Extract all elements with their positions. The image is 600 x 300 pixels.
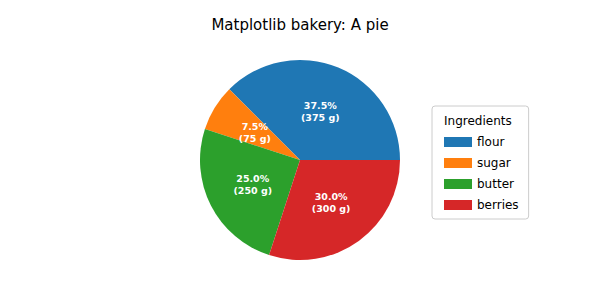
svg-text:butter: butter [477,177,514,191]
svg-text:(75 g): (75 g) [239,133,271,144]
svg-text:flour: flour [477,135,505,149]
svg-text:Matplotlib bakery: A pie: Matplotlib bakery: A pie [211,16,388,34]
svg-text:(375 g): (375 g) [301,112,340,123]
svg-text:37.5%: 37.5% [304,100,337,111]
svg-text:sugar: sugar [477,156,511,170]
svg-text:30.0%: 30.0% [315,191,348,202]
svg-text:7.5%: 7.5% [242,121,269,132]
svg-text:25.0%: 25.0% [236,173,269,184]
svg-text:(250 g): (250 g) [233,185,272,196]
svg-text:berries: berries [477,198,519,212]
svg-text:(300 g): (300 g) [312,203,351,214]
